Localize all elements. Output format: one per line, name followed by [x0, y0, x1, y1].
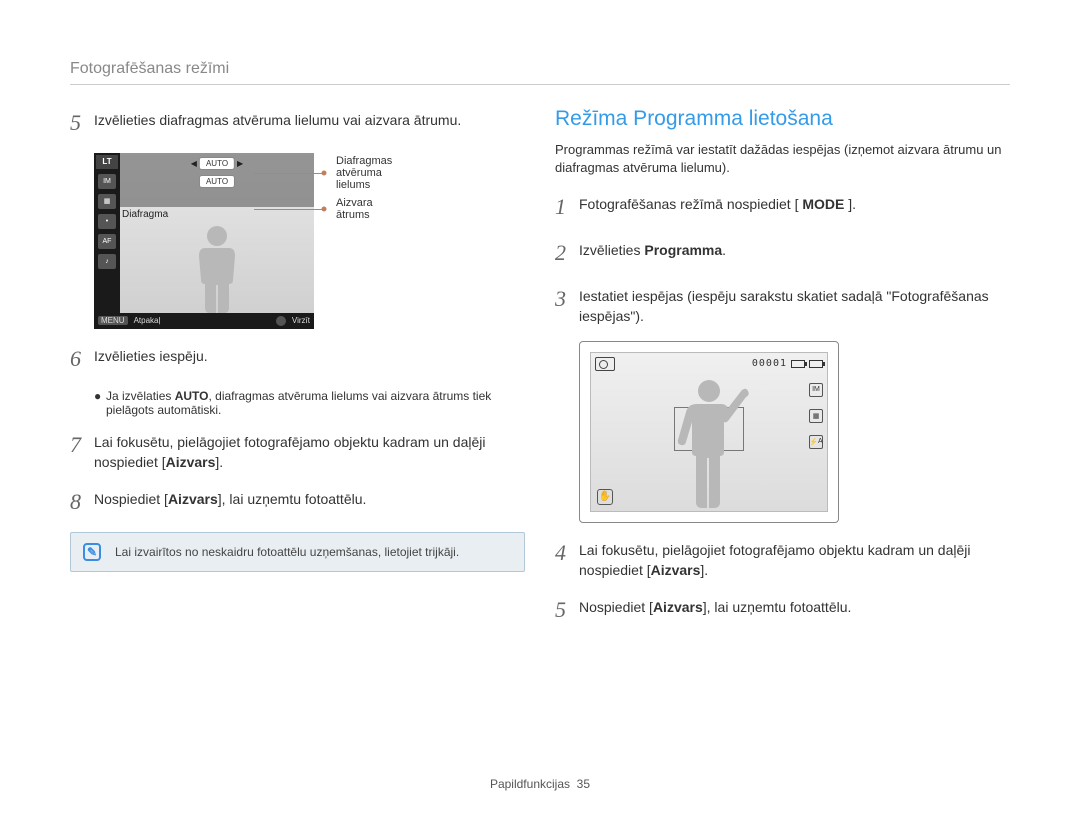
- person-silhouette-icon: [187, 218, 247, 313]
- note-box: ✎ Lai izvairītos no neskaidru fotoattēlu…: [70, 532, 525, 572]
- side-icons: IM ▦ ⚡A: [809, 383, 823, 449]
- step-5: 5 Nospiediet [Aizvars], lai uzņemtu foto…: [555, 594, 1010, 626]
- step-3: 3 Iestatiet iespējas (iespēju sarakstu s…: [555, 283, 1010, 327]
- camera-mode-icon: [595, 357, 615, 371]
- step-7: 7 Lai fokusētu, pielāgojiet fotografējam…: [70, 429, 525, 473]
- step-2: 2 Izvēlieties Programma.: [555, 237, 1010, 269]
- page-footer: Papildfunkcijas 35: [0, 777, 1080, 791]
- grid-icon: ▦: [809, 409, 823, 423]
- callout-shutter: Aizvara ātrums: [324, 197, 392, 221]
- size-icon: IM: [809, 383, 823, 397]
- note-text: Lai izvairītos no neskaidru fotoattēlu u…: [115, 545, 459, 559]
- quality-icon: ▦: [98, 194, 116, 209]
- step-8: 8 Nospiediet [Aizvars], lai uzņemtu foto…: [70, 486, 525, 518]
- step-text: Izvēlieties iespēju.: [94, 343, 525, 375]
- lt-badge: LT: [96, 155, 118, 169]
- lcd-side-icons: LT IM ▦ • AF ♪: [94, 153, 120, 313]
- size-icon: IM: [98, 174, 116, 189]
- step-number: 5: [555, 594, 579, 626]
- nav-icon: [276, 316, 286, 326]
- battery-icon: [809, 360, 823, 368]
- aperture-selector: ◀ AUTO ▶: [191, 157, 243, 170]
- step-number: 4: [555, 537, 579, 581]
- lcd-screenshot-program: 00001 IM ▦ ⚡A ✋: [579, 341, 839, 523]
- shot-counter: 00001: [752, 358, 823, 369]
- lcd-main: ◀ AUTO ▶ AUTO Diafragma: [120, 153, 314, 313]
- step-number: 3: [555, 283, 579, 327]
- step-text: Izvēlieties Programma.: [579, 237, 1010, 269]
- shutter-selector: AUTO: [199, 175, 235, 188]
- meter-icon: •: [98, 214, 116, 229]
- right-column: Režīma Programma lietošana Programmas re…: [555, 107, 1010, 640]
- person-silhouette-icon: [669, 376, 749, 511]
- bullet-dot-icon: ●: [94, 389, 106, 417]
- lcd-screenshot-aperture: LT IM ▦ • AF ♪ ◀ AUTO ▶: [94, 153, 314, 329]
- step-text: Lai fokusētu, pielāgojiet fotografējamo …: [94, 429, 525, 473]
- auto-pill: AUTO: [199, 175, 235, 188]
- section-title: Režīma Programma lietošana: [555, 107, 1010, 131]
- callout-aperture: Diafragmas atvēruma lielums: [324, 155, 392, 191]
- step-number: 8: [70, 486, 94, 518]
- step-1: 1 Fotografēšanas režīmā nospiediet [ MOD…: [555, 191, 1010, 223]
- page-header: Fotografēšanas režīmi: [70, 60, 1010, 85]
- step-text: Fotografēšanas režīmā nospiediet [ MODE …: [579, 191, 1010, 223]
- menu-badge: MENU: [98, 316, 128, 325]
- section-intro: Programmas režīmā var iestatīt dažādas i…: [555, 141, 1010, 177]
- step-text: Izvēlieties diafragmas atvēruma lielumu …: [94, 107, 525, 139]
- move-label: Virzīt: [292, 316, 310, 325]
- step-6-bullet: ● Ja izvēlaties AUTO, diafragmas atvērum…: [94, 389, 525, 417]
- step-text: Nospiediet [Aizvars], lai uzņemtu fotoat…: [94, 486, 525, 518]
- step-number: 2: [555, 237, 579, 269]
- step-text: Lai fokusētu, pielāgojiet fotografējamo …: [579, 537, 1010, 581]
- right-arrow-icon: ▶: [237, 159, 243, 168]
- step-number: 5: [70, 107, 94, 139]
- stabilizer-icon: ✋: [597, 489, 613, 505]
- step-number: 1: [555, 191, 579, 223]
- step-5: 5 Izvēlieties diafragmas atvēruma lielum…: [70, 107, 525, 139]
- auto-pill: AUTO: [199, 157, 235, 170]
- left-arrow-icon: ◀: [191, 159, 197, 168]
- step-4: 4 Lai fokusētu, pielāgojiet fotografējam…: [555, 537, 1010, 581]
- callouts: Diafragmas atvēruma lielums Aizvara ātru…: [324, 155, 392, 221]
- step-6: 6 Izvēlieties iespēju.: [70, 343, 525, 375]
- back-label: Atpakaļ: [134, 316, 161, 325]
- step-number: 7: [70, 429, 94, 473]
- lcd-bottom-bar: MENU Atpakaļ Virzīt: [94, 313, 314, 329]
- diafragma-label: Diafragma: [122, 209, 168, 220]
- sd-icon: [791, 360, 805, 368]
- step-text: Nospiediet [Aizvars], lai uzņemtu fotoat…: [579, 594, 1010, 626]
- af-icon: AF: [98, 234, 116, 249]
- sound-icon: ♪: [98, 254, 116, 269]
- flash-icon: ⚡A: [809, 435, 823, 449]
- step-number: 6: [70, 343, 94, 375]
- step-text: Iestatiet iespējas (iespēju sarakstu ska…: [579, 283, 1010, 327]
- left-column: 5 Izvēlieties diafragmas atvēruma lielum…: [70, 107, 525, 640]
- note-icon: ✎: [83, 543, 101, 561]
